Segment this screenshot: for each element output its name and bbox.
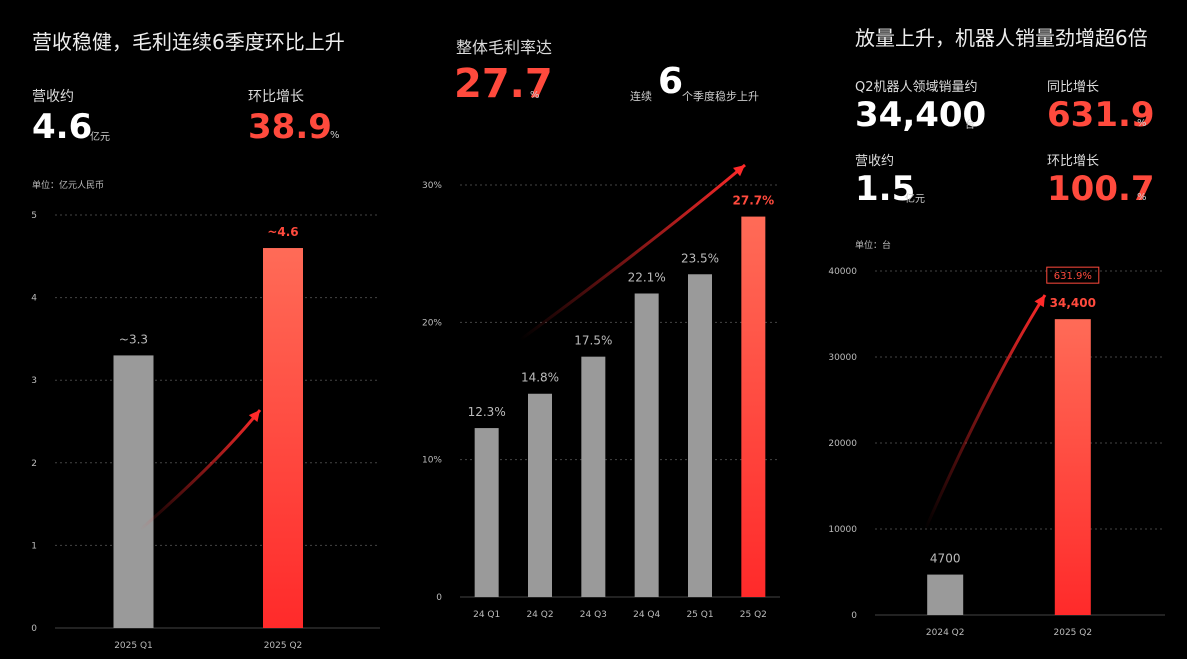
x-tick-label: 2025 Q2 [1054, 628, 1093, 638]
bar [688, 274, 712, 597]
data-label: 23.5% [681, 251, 719, 265]
y-tick-label: 0 [436, 593, 442, 603]
kpi-qoq-unit: % [330, 130, 340, 141]
x-tick-label: 24 Q4 [633, 610, 660, 620]
trend-arrow [923, 294, 1047, 531]
arrow-head [733, 165, 745, 177]
unit-note: 单位：亿元人民币 [32, 181, 105, 191]
data-label: ~4.6 [267, 225, 298, 239]
gross-margin-unit: % [530, 90, 540, 101]
kpi-yoy-unit: % [1137, 118, 1147, 129]
gross-margin-value: 27.7 [454, 61, 553, 107]
badge-label: 631.9% [1054, 271, 1092, 282]
data-label: ~3.3 [119, 332, 148, 346]
data-label: 34,400 [1050, 296, 1096, 310]
y-tick-label: 3 [31, 376, 37, 386]
bar [528, 393, 552, 597]
y-tick-label: 0 [851, 611, 857, 621]
y-tick-label: 2 [31, 459, 37, 469]
streak-prefix: 连续 [630, 90, 652, 103]
kpi-revenue-unit: 亿元 [90, 132, 110, 143]
kpi-robot-qoq-unit: % [1137, 192, 1147, 203]
kpi-robot-sales-label: Q2机器人领域销量约 [855, 80, 978, 95]
kpi-robot-qoq-value: 100.7 [1047, 169, 1155, 209]
x-tick-label: 2025 Q2 [264, 641, 303, 650]
arrow-head [1034, 295, 1045, 308]
kpi-qoq-value: 38.9 [248, 107, 332, 147]
kpi-yoy-value: 631.9 [1047, 95, 1155, 135]
kpi-robot-qoq-label: 环比增长 [1047, 154, 1100, 169]
y-tick-label: 10% [422, 456, 442, 466]
y-tick-label: 4 [31, 294, 37, 304]
x-tick-label: 25 Q2 [740, 610, 767, 620]
chart-robot-sales: 0 10000 20000 30000 40000 4700 2024 Q2 34,400 20… [828, 266, 1165, 638]
bar [1054, 319, 1091, 615]
data-label: 12.3% [468, 405, 506, 419]
streak-suffix: 个季度稳步上升 [682, 90, 759, 103]
data-label: 27.7% [733, 194, 775, 208]
kpi-robot-revenue-label: 营收约 [855, 154, 895, 169]
bar [474, 428, 499, 597]
y-tick-label: 20000 [828, 439, 857, 449]
x-tick-label: 24 Q2 [526, 610, 553, 620]
panel3-title: 放量上升，机器人销量劲增超6倍 [855, 26, 1148, 50]
panel2-title: 整体毛利率达 [456, 38, 553, 57]
kpi-robot-revenue-unit: 亿元 [905, 194, 925, 205]
y-tick-label: 1 [31, 541, 37, 551]
trend-arrow [139, 409, 262, 532]
x-tick-label: 2025 Q1 [114, 641, 153, 650]
streak-number: 6 [658, 61, 684, 102]
chart-revenue: 0 1 2 3 4 5 ~3.3 2025 Q1 ~4.6 2025 Q2 [31, 211, 380, 650]
bar [634, 293, 659, 597]
y-tick-label: 10000 [828, 525, 857, 535]
x-tick-label: 25 Q1 [686, 610, 713, 620]
data-label: 22.1% [628, 270, 666, 284]
bar [927, 574, 964, 615]
bar [263, 248, 303, 628]
chart-gross-margin: 0 10% 20% 30% 12.3% 24 Q1 14.8% 24 Q2 17.5% 24 Q3… [422, 163, 780, 620]
kpi-robot-sales-value: 34,400 [855, 95, 987, 135]
kpi-robot-revenue-value: 1.5 [855, 169, 916, 209]
unit-note: 单位：台 [855, 241, 892, 251]
x-tick-label: 24 Q1 [473, 610, 500, 620]
y-tick-label: 30% [422, 181, 442, 191]
bar [581, 356, 606, 597]
kpi-revenue-value: 4.6 [32, 107, 93, 147]
x-tick-label: 24 Q3 [580, 610, 607, 620]
panel1-title: 营收稳健，毛利连续6季度环比上升 [32, 30, 345, 54]
y-tick-label: 20% [422, 318, 442, 328]
y-tick-label: 5 [31, 211, 37, 221]
bar [741, 216, 766, 597]
kpi-qoq-label: 环比增长 [248, 89, 304, 105]
data-label: 4700 [930, 552, 961, 566]
kpi-yoy-label: 同比增长 [1047, 80, 1100, 95]
x-tick-label: 2024 Q2 [926, 628, 965, 638]
badge-box [1046, 266, 1100, 284]
trend-arrow [519, 163, 746, 342]
bar [113, 355, 154, 628]
kpi-revenue-label: 营收约 [32, 89, 74, 105]
data-label: 17.5% [574, 334, 612, 348]
kpi-robot-sales-unit: 台 [965, 120, 975, 131]
data-label: 14.8% [521, 371, 559, 385]
y-tick-label: 0 [31, 624, 37, 634]
y-tick-label: 30000 [828, 353, 857, 363]
y-tick-label: 40000 [828, 267, 857, 277]
arrow-head [248, 410, 260, 423]
